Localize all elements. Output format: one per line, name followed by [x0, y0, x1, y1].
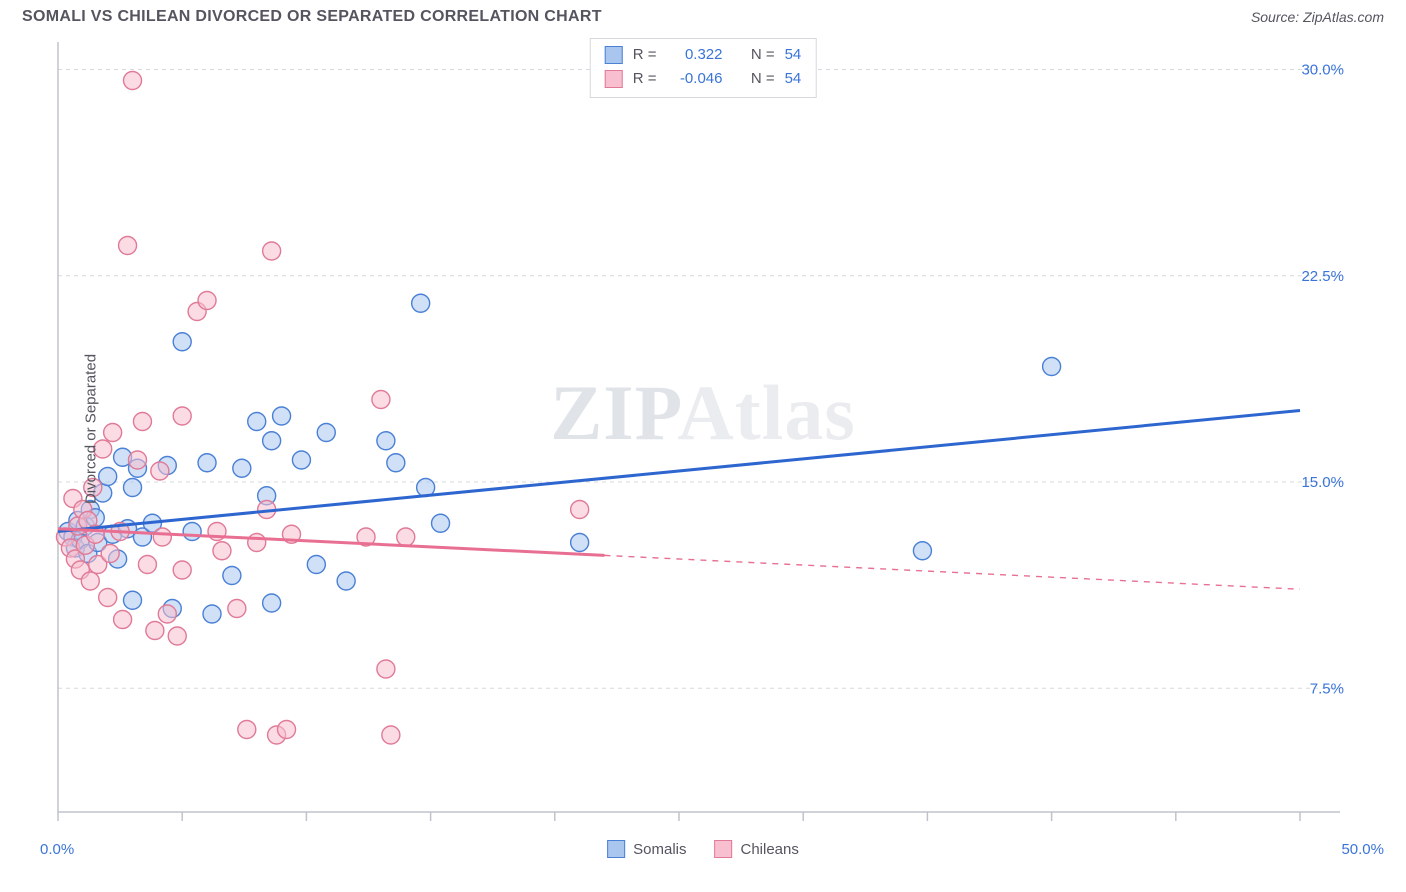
- data-point: [138, 556, 156, 574]
- data-point: [278, 721, 296, 739]
- data-point: [124, 72, 142, 90]
- data-point: [228, 600, 246, 618]
- data-point: [317, 424, 335, 442]
- stats-n-label: N =: [751, 43, 775, 67]
- data-point: [173, 561, 191, 579]
- data-point: [273, 407, 291, 425]
- data-point: [213, 542, 231, 560]
- stats-n-label: N =: [751, 67, 775, 91]
- data-point: [397, 528, 415, 546]
- stats-r-label: R =: [633, 67, 657, 91]
- data-point: [146, 622, 164, 640]
- stats-row: R = -0.046 N = 54: [605, 67, 802, 91]
- y-tick-label: 22.5%: [1301, 268, 1344, 285]
- chart-title: SOMALI VS CHILEAN DIVORCED OR SEPARATED …: [22, 8, 602, 26]
- legend-item: Chileans: [714, 840, 798, 858]
- stats-box: R = 0.322 N = 54 R = -0.046 N = 54: [590, 38, 817, 98]
- legend-label: Somalis: [633, 841, 686, 858]
- chart-source: Source: ZipAtlas.com: [1251, 9, 1384, 25]
- data-point: [173, 407, 191, 425]
- data-point: [377, 432, 395, 450]
- legend-item: Somalis: [607, 840, 686, 858]
- y-axis-label: Divorced or Separated: [83, 354, 100, 504]
- data-point: [114, 611, 132, 629]
- y-tick-label: 15.0%: [1301, 474, 1344, 491]
- data-point: [382, 726, 400, 744]
- data-point: [1043, 358, 1061, 376]
- data-point: [119, 237, 137, 255]
- y-tick-label: 7.5%: [1310, 680, 1344, 697]
- data-point: [153, 528, 171, 546]
- data-point: [198, 454, 216, 472]
- data-point: [263, 594, 281, 612]
- data-point: [238, 721, 256, 739]
- data-point: [263, 242, 281, 260]
- data-point: [913, 542, 931, 560]
- data-point: [307, 556, 325, 574]
- data-point: [168, 627, 186, 645]
- data-point: [128, 451, 146, 469]
- legend-label: Chileans: [740, 841, 798, 858]
- data-point: [99, 589, 117, 607]
- data-point: [198, 292, 216, 310]
- legend-swatch: [714, 840, 732, 858]
- data-point: [158, 605, 176, 623]
- data-point: [233, 459, 251, 477]
- data-point: [248, 413, 266, 431]
- data-point: [124, 479, 142, 497]
- data-point: [223, 567, 241, 585]
- legend: Somalis Chileans: [607, 840, 799, 858]
- data-point: [133, 413, 151, 431]
- data-point: [337, 572, 355, 590]
- chart-header: SOMALI VS CHILEAN DIVORCED OR SEPARATED …: [0, 0, 1406, 30]
- source-prefix: Source:: [1251, 9, 1303, 25]
- stats-r-label: R =: [633, 43, 657, 67]
- data-point: [292, 451, 310, 469]
- data-point: [124, 591, 142, 609]
- stats-swatch: [605, 46, 623, 64]
- data-point: [571, 534, 589, 552]
- data-point: [104, 424, 122, 442]
- data-point: [151, 462, 169, 480]
- stats-swatch: [605, 70, 623, 88]
- data-point: [101, 545, 119, 563]
- legend-swatch: [607, 840, 625, 858]
- source-name: ZipAtlas.com: [1303, 9, 1384, 25]
- chart-container: Divorced or Separated 7.5% 15.0% 22.5% 30.0…: [22, 34, 1384, 824]
- correlation-scatter-chart: 7.5% 15.0% 22.5% 30.0%: [22, 34, 1352, 824]
- stats-n-value: 54: [785, 67, 802, 91]
- data-point: [263, 432, 281, 450]
- data-point: [203, 605, 221, 623]
- data-point: [183, 523, 201, 541]
- data-point: [412, 294, 430, 312]
- stats-n-value: 54: [785, 43, 802, 67]
- x-axis-max-label: 50.0%: [1341, 841, 1384, 858]
- x-axis-min-label: 0.0%: [40, 841, 74, 858]
- data-point: [571, 501, 589, 519]
- data-point: [99, 468, 117, 486]
- data-point: [81, 572, 99, 590]
- stats-r-value: 0.322: [666, 43, 722, 67]
- data-point: [372, 391, 390, 409]
- data-point: [173, 333, 191, 351]
- regression-line-dashed: [604, 555, 1300, 589]
- data-point: [387, 454, 405, 472]
- y-tick-label: 30.0%: [1301, 62, 1344, 79]
- stats-r-value: -0.046: [666, 67, 722, 91]
- data-point: [248, 534, 266, 552]
- data-point: [432, 514, 450, 532]
- stats-row: R = 0.322 N = 54: [605, 43, 802, 67]
- data-point: [377, 660, 395, 678]
